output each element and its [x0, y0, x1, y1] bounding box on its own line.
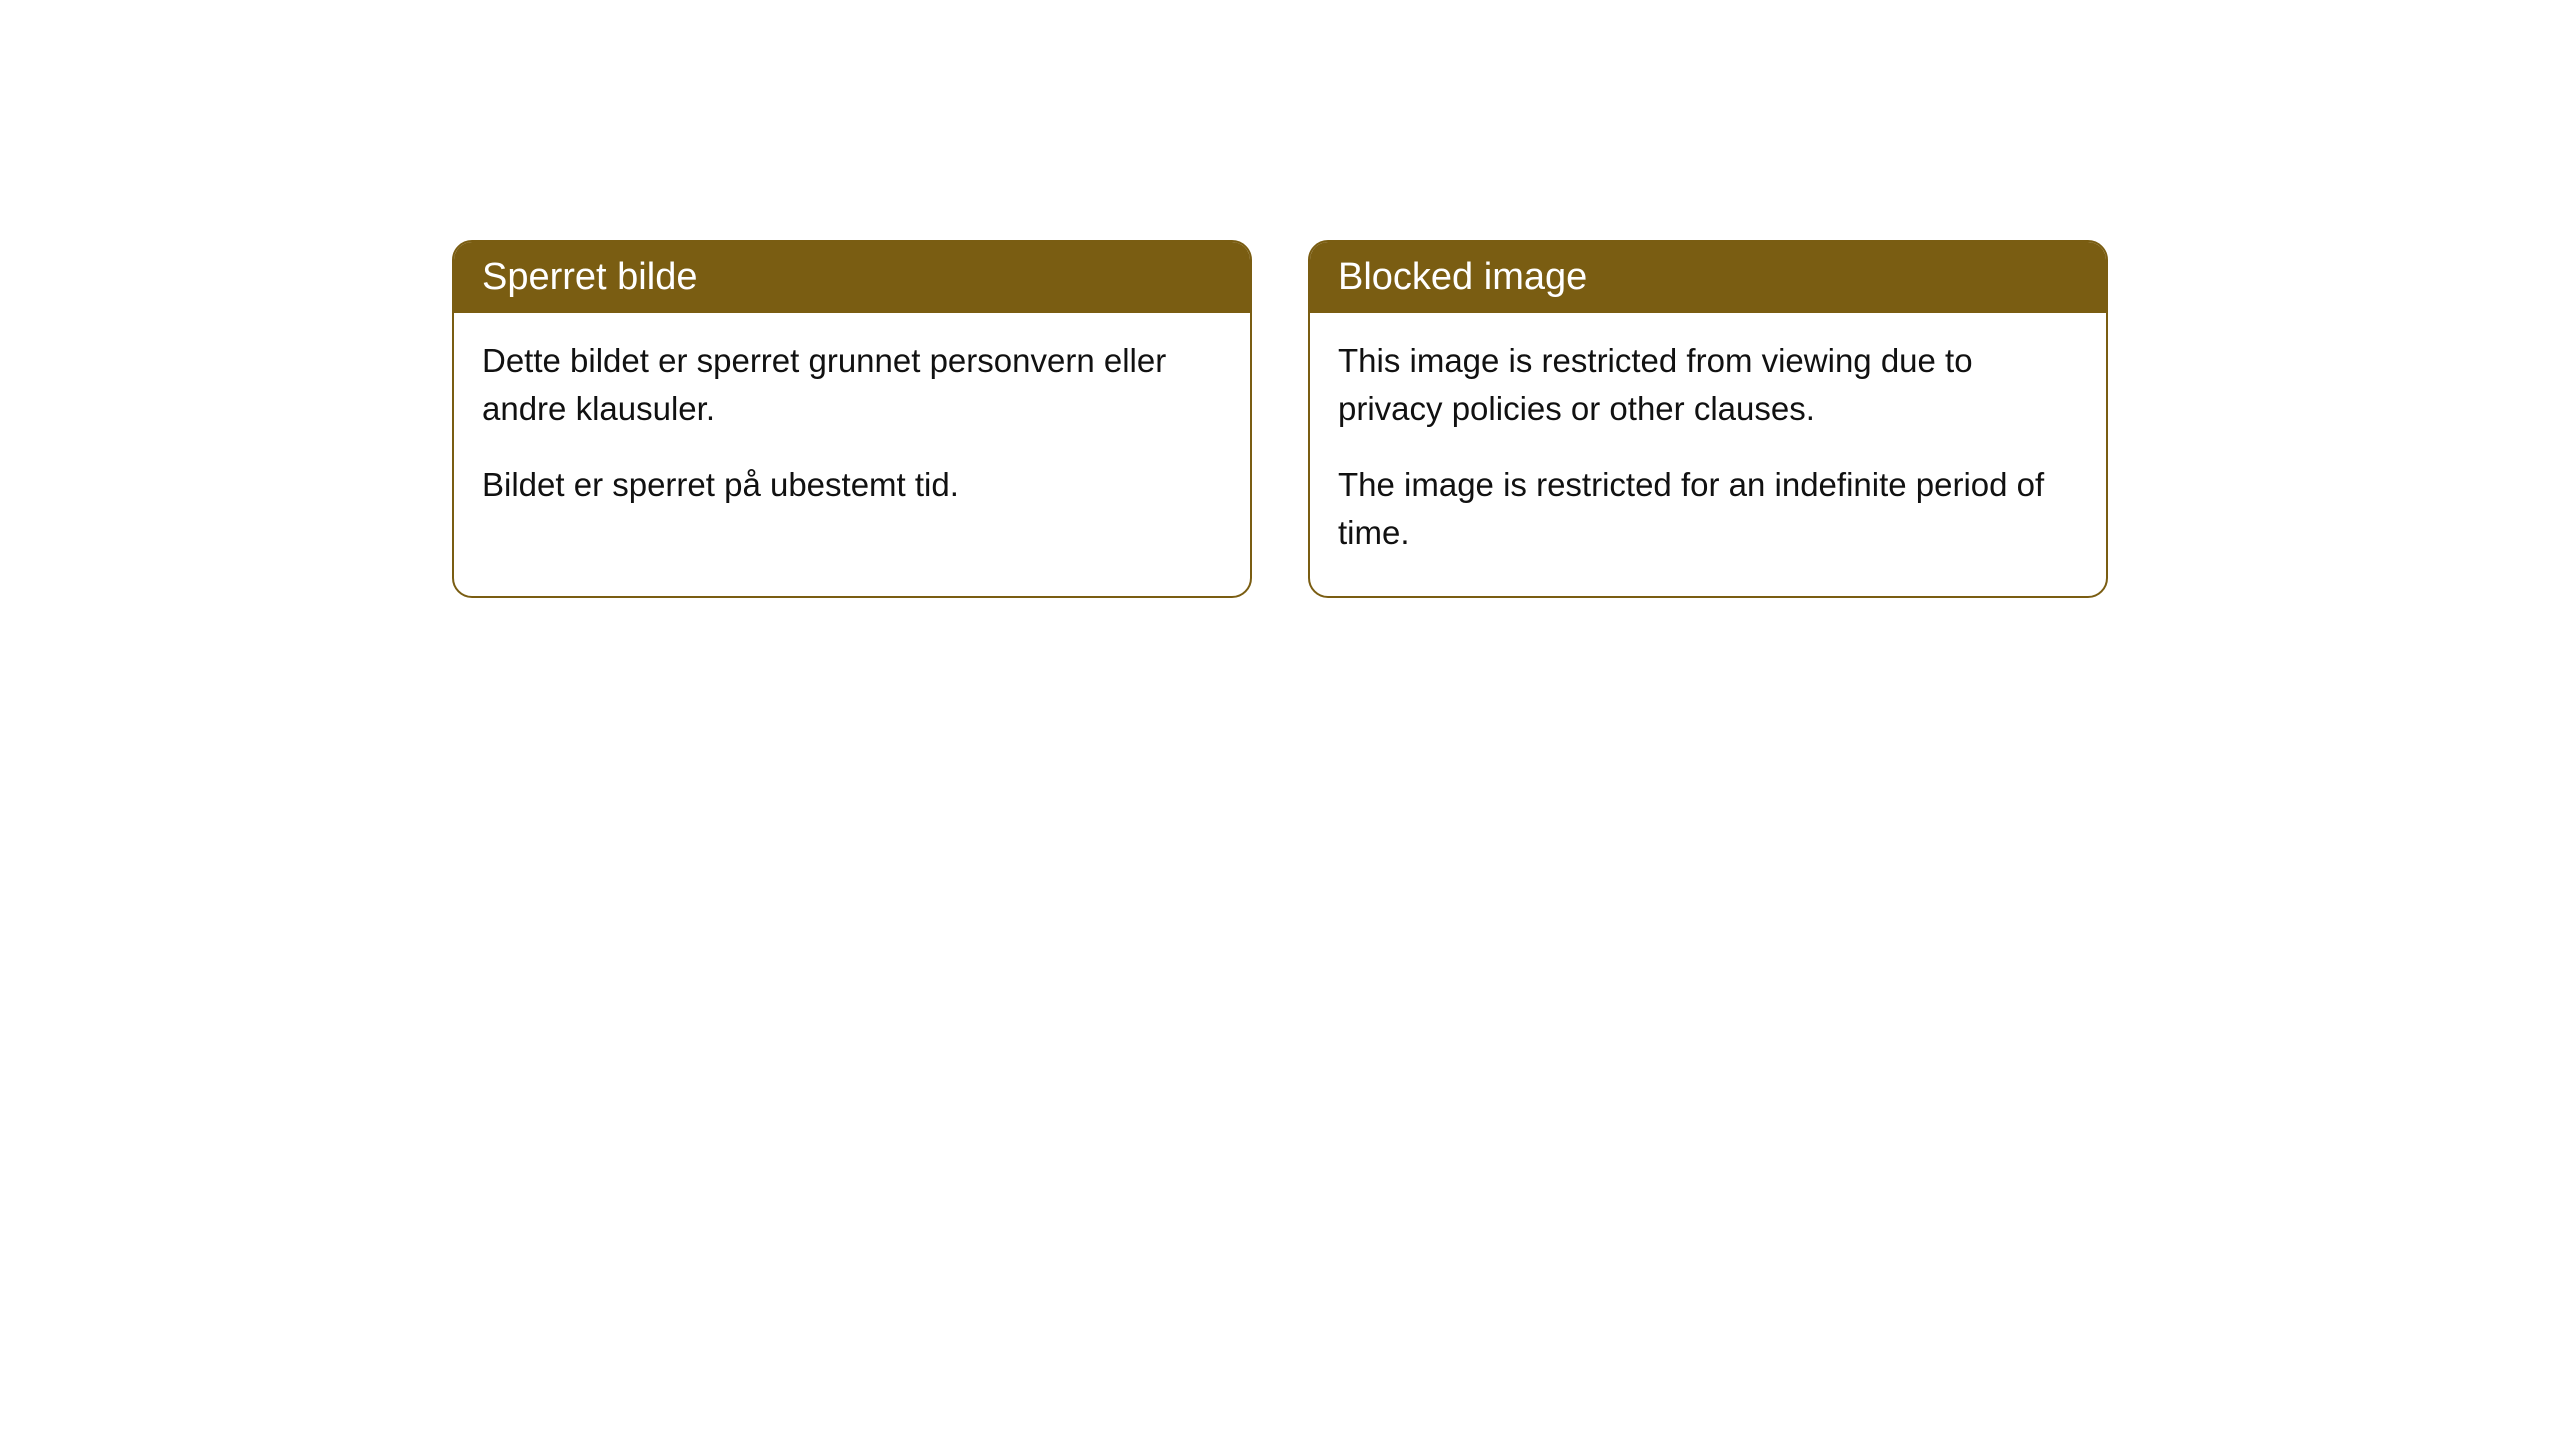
- card-header-norwegian: Sperret bilde: [454, 242, 1250, 313]
- card-text-norwegian-1: Dette bildet er sperret grunnet personve…: [482, 337, 1222, 433]
- card-text-english-2: The image is restricted for an indefinit…: [1338, 461, 2078, 557]
- card-body-norwegian: Dette bildet er sperret grunnet personve…: [454, 313, 1250, 549]
- card-english: Blocked image This image is restricted f…: [1308, 240, 2108, 598]
- card-text-norwegian-2: Bildet er sperret på ubestemt tid.: [482, 461, 1222, 509]
- card-header-english: Blocked image: [1310, 242, 2106, 313]
- card-text-english-1: This image is restricted from viewing du…: [1338, 337, 2078, 433]
- card-body-english: This image is restricted from viewing du…: [1310, 313, 2106, 596]
- cards-container: Sperret bilde Dette bildet er sperret gr…: [452, 240, 2108, 598]
- card-norwegian: Sperret bilde Dette bildet er sperret gr…: [452, 240, 1252, 598]
